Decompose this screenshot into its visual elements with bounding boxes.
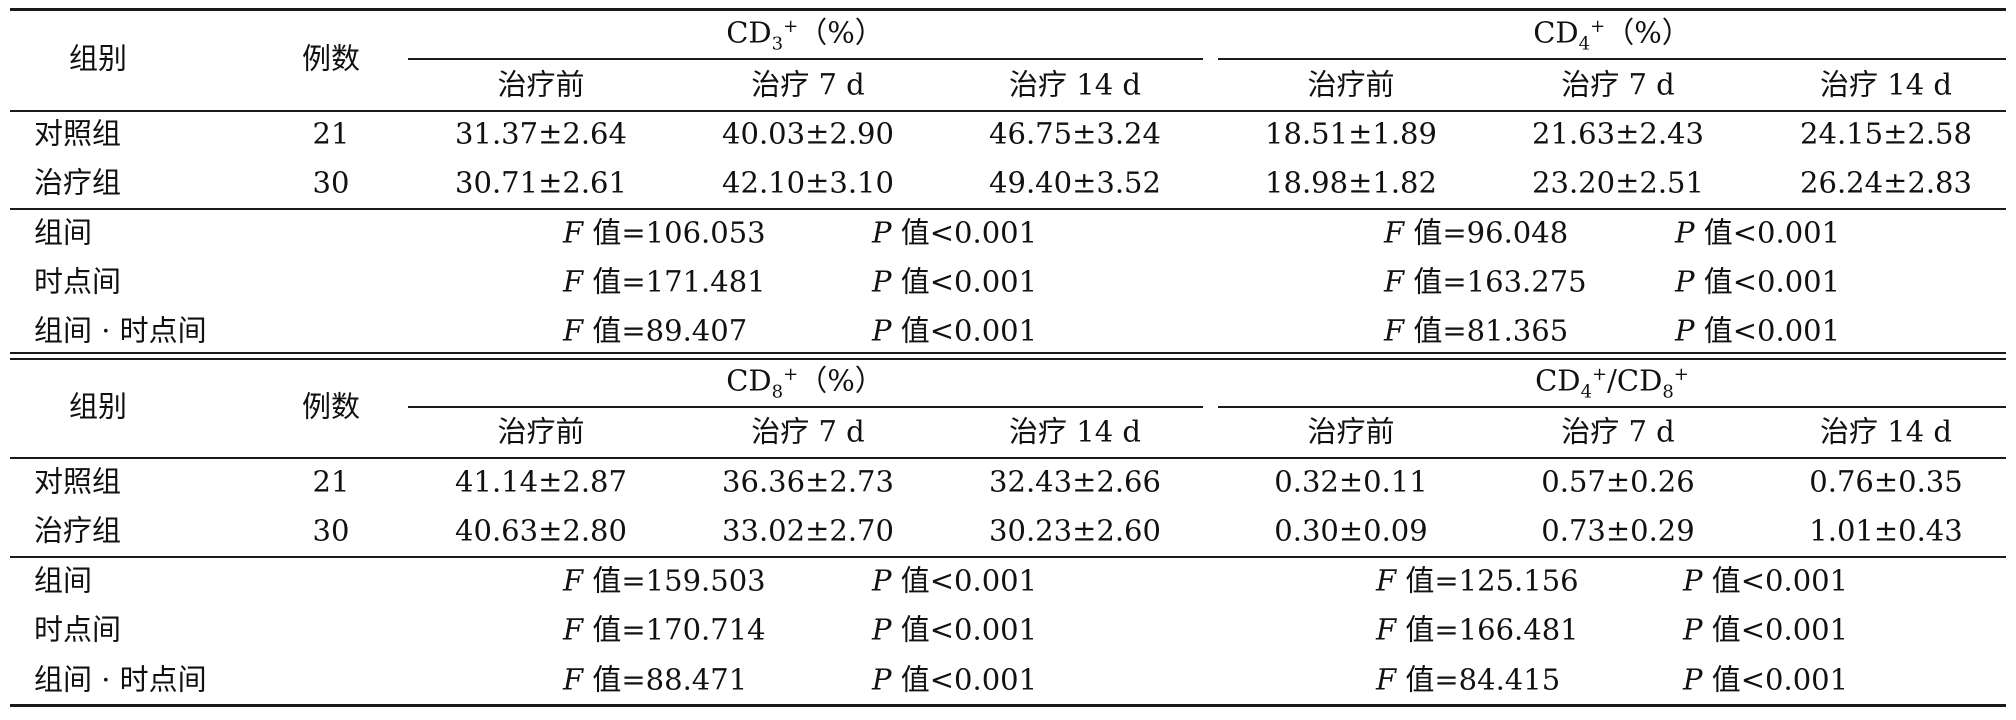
stat-p-value: P 值<0.001 [872,313,1038,348]
cell: 18.51±1.89 [1265,116,1437,151]
cell: 30.71±2.61 [455,165,627,200]
cell: 31.37±2.64 [455,116,627,151]
stat-p-value: P 值<0.001 [872,563,1038,598]
cd8-underline [408,406,1203,408]
stat-label: 组间 [34,215,93,250]
stat-label: 时点间 [34,612,122,647]
time-14d: 治疗 14 d [1009,414,1141,449]
cell: 0.76±0.35 [1809,464,1963,499]
cd4-underline [1218,58,2006,60]
stat-f-value: F 值=84.415 [1376,662,1561,697]
stat-label: 时点间 [34,264,122,299]
stat-p-value: P 值<0.001 [872,662,1038,697]
cell: 18.98±1.82 [1265,165,1437,200]
cell: 32.43±2.66 [989,464,1161,499]
cd4cd8-underline [1218,406,2006,408]
stat-label: 组间 · 时点间 [34,313,207,348]
stat-f-value: F 值=166.481 [1376,612,1579,647]
time-14d: 治疗 14 d [1820,67,1952,102]
section-double-rule-a [10,352,2006,354]
cell: 23.20±2.51 [1532,165,1704,200]
time-before: 治疗前 [1307,414,1395,449]
row-group: 对照组 [34,464,122,499]
stat-f-value: F 值=125.156 [1376,563,1579,598]
row-group: 对照组 [34,116,122,151]
time-14d: 治疗 14 d [1009,67,1141,102]
time-7d: 治疗 7 d [751,414,865,449]
header-rule-1 [10,110,2006,112]
header-rule-2 [10,457,2006,459]
row-group: 治疗组 [34,165,122,200]
stat-f-value: F 值=106.053 [563,215,766,250]
top-rule [10,8,2006,11]
header-group: 组别 [68,389,128,424]
cell: 46.75±3.24 [989,116,1161,151]
cell: 24.15±2.58 [1800,116,1972,151]
cell: 1.01±0.43 [1809,513,1963,548]
cell: 0.32±0.11 [1274,464,1428,499]
stat-label: 组间 [34,563,93,598]
bottom-rule [10,704,2006,707]
stat-f-value: F 值=171.481 [563,264,766,299]
data-rule-2 [10,556,2006,558]
stat-f-value: F 值=96.048 [1384,215,1569,250]
stat-f-value: F 值=163.275 [1384,264,1587,299]
stat-p-value: P 值<0.001 [1675,264,1841,299]
cell: 26.24±2.83 [1800,165,1972,200]
cell: 40.03±2.90 [722,116,894,151]
cd3-underline [408,58,1203,60]
cell: 0.57±0.26 [1541,464,1695,499]
cell: 0.73±0.29 [1541,513,1695,548]
cell: 21.63±2.43 [1532,116,1704,151]
section-double-rule-b [10,358,2006,360]
header-group: 组别 [68,41,128,76]
time-before: 治疗前 [497,67,585,102]
time-7d: 治疗 7 d [751,67,865,102]
stat-p-value: P 值<0.001 [872,264,1038,299]
stat-f-value: F 值=89.407 [563,313,748,348]
stat-f-value: F 值=170.714 [563,612,766,647]
row-n: 30 [312,165,350,200]
time-7d: 治疗 7 d [1561,414,1675,449]
stat-label: 组间 · 时点间 [34,662,207,697]
header-n: 例数 [301,389,361,424]
cell: 30.23±2.60 [989,513,1161,548]
time-before: 治疗前 [1307,67,1395,102]
stat-p-value: P 值<0.001 [1683,662,1849,697]
row-n: 21 [312,464,350,499]
stat-p-value: P 值<0.001 [872,612,1038,647]
cell: 49.40±3.52 [989,165,1161,200]
cell: 42.10±3.10 [722,165,894,200]
stat-p-value: P 值<0.001 [1683,612,1849,647]
header-cd8: CD8+（%） [726,363,884,403]
cell: 0.30±0.09 [1274,513,1428,548]
stat-f-value: F 值=159.503 [563,563,766,598]
row-n: 21 [312,116,350,151]
stat-p-value: P 值<0.001 [1675,313,1841,348]
row-group: 治疗组 [34,513,122,548]
stat-f-value: F 值=81.365 [1384,313,1569,348]
cell: 41.14±2.87 [455,464,627,499]
header-cd4: CD4+（%） [1533,15,1691,55]
header-n: 例数 [301,41,361,76]
stat-p-value: P 值<0.001 [1683,563,1849,598]
data-rule-1 [10,208,2006,210]
cell: 36.36±2.73 [722,464,894,499]
stat-f-value: F 值=88.471 [563,662,748,697]
time-14d: 治疗 14 d [1820,414,1952,449]
row-n: 30 [312,513,350,548]
cell: 33.02±2.70 [722,513,894,548]
cell: 40.63±2.80 [455,513,627,548]
stat-p-value: P 值<0.001 [872,215,1038,250]
header-cd4-cd8-ratio: CD4+/CD8+ [1535,363,1689,403]
stat-p-value: P 值<0.001 [1675,215,1841,250]
time-before: 治疗前 [497,414,585,449]
header-cd3: CD3+（%） [726,15,884,55]
time-7d: 治疗 7 d [1561,67,1675,102]
